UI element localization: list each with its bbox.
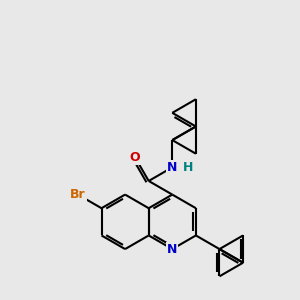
Text: Br: Br bbox=[70, 188, 86, 201]
Text: O: O bbox=[130, 151, 140, 164]
Text: N: N bbox=[167, 243, 178, 256]
Text: H: H bbox=[183, 161, 194, 174]
Text: N: N bbox=[167, 161, 178, 174]
